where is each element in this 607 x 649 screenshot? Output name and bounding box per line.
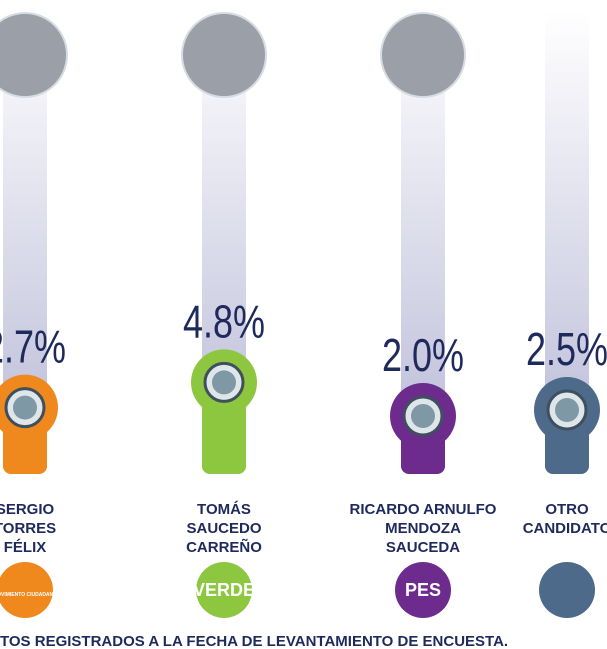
party-logo [539, 562, 595, 618]
candidate-name: RICARDO ARNULFO [350, 501, 497, 518]
marker-core [555, 398, 579, 422]
footnote: TOS REGISTRADOS A LA FECHA DE LEVANTAMIE… [0, 633, 508, 649]
candidate-name: TORRES [0, 520, 56, 537]
party-label: MOVIMIENTO CIUDADANO [0, 592, 57, 598]
candidate-photo [381, 13, 465, 97]
value-label: 4.8% [183, 295, 265, 347]
marker-core [212, 370, 236, 394]
candidate-photo [182, 13, 266, 97]
marker-core [13, 396, 37, 420]
candidate-name: TOMÁS [197, 501, 251, 518]
candidate-name: SAUCEDO [186, 520, 261, 537]
value-label: 2.0% [382, 329, 464, 381]
candidate-name: SERGIO [0, 501, 54, 518]
chart: 2.7% SERGIO TORRES FÉLIX MOVIMIENTO CIUDADAN… [0, 0, 607, 649]
party-label: PES [405, 580, 441, 600]
candidate-name: FÉLIX [4, 539, 47, 556]
candidate-name: SAUCEDA [386, 539, 460, 556]
party-label: VERDE [193, 580, 255, 600]
value-label: 2.7% [0, 321, 66, 373]
candidate-photo [0, 13, 67, 97]
candidate-name: CANDIDATO [523, 520, 607, 537]
party-logo [0, 562, 53, 618]
candidate-name: CARREÑO [186, 538, 262, 556]
candidate-name: OTRO [545, 501, 589, 518]
value-label: 2.5% [526, 323, 607, 375]
candidate-name: MENDOZA [385, 520, 461, 537]
marker-core [411, 404, 435, 428]
